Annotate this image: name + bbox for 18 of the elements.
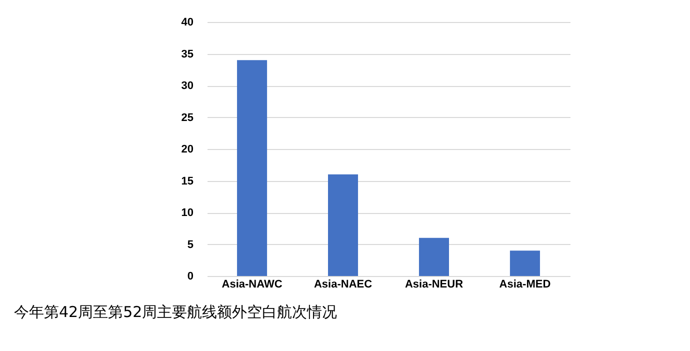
bar — [328, 174, 358, 276]
y-tick-label: 15 — [181, 175, 194, 188]
y-tick-label: 25 — [181, 112, 194, 124]
x-tick-label: Asia-NEUR — [404, 278, 464, 290]
y-tick-label: 0 — [187, 270, 194, 282]
y-tick-label: 10 — [181, 207, 194, 219]
y-tick-label: 5 — [187, 238, 194, 251]
bar — [510, 250, 540, 276]
y-tick-label: 40 — [181, 16, 194, 28]
bar — [237, 60, 268, 276]
y-tick-label: 20 — [181, 144, 194, 156]
text: 今年第42周至第52周主要航线额外空白航次情况 — [14, 303, 338, 321]
bar — [418, 238, 449, 276]
x-tick-label: Asia-NAEC — [314, 278, 372, 290]
x-tick-label: Asia-MED — [499, 278, 551, 290]
y-tick-label: 35 — [181, 48, 194, 60]
y-tick-label: 30 — [181, 80, 194, 92]
x-tick-label: Asia-NAWC — [222, 278, 282, 290]
